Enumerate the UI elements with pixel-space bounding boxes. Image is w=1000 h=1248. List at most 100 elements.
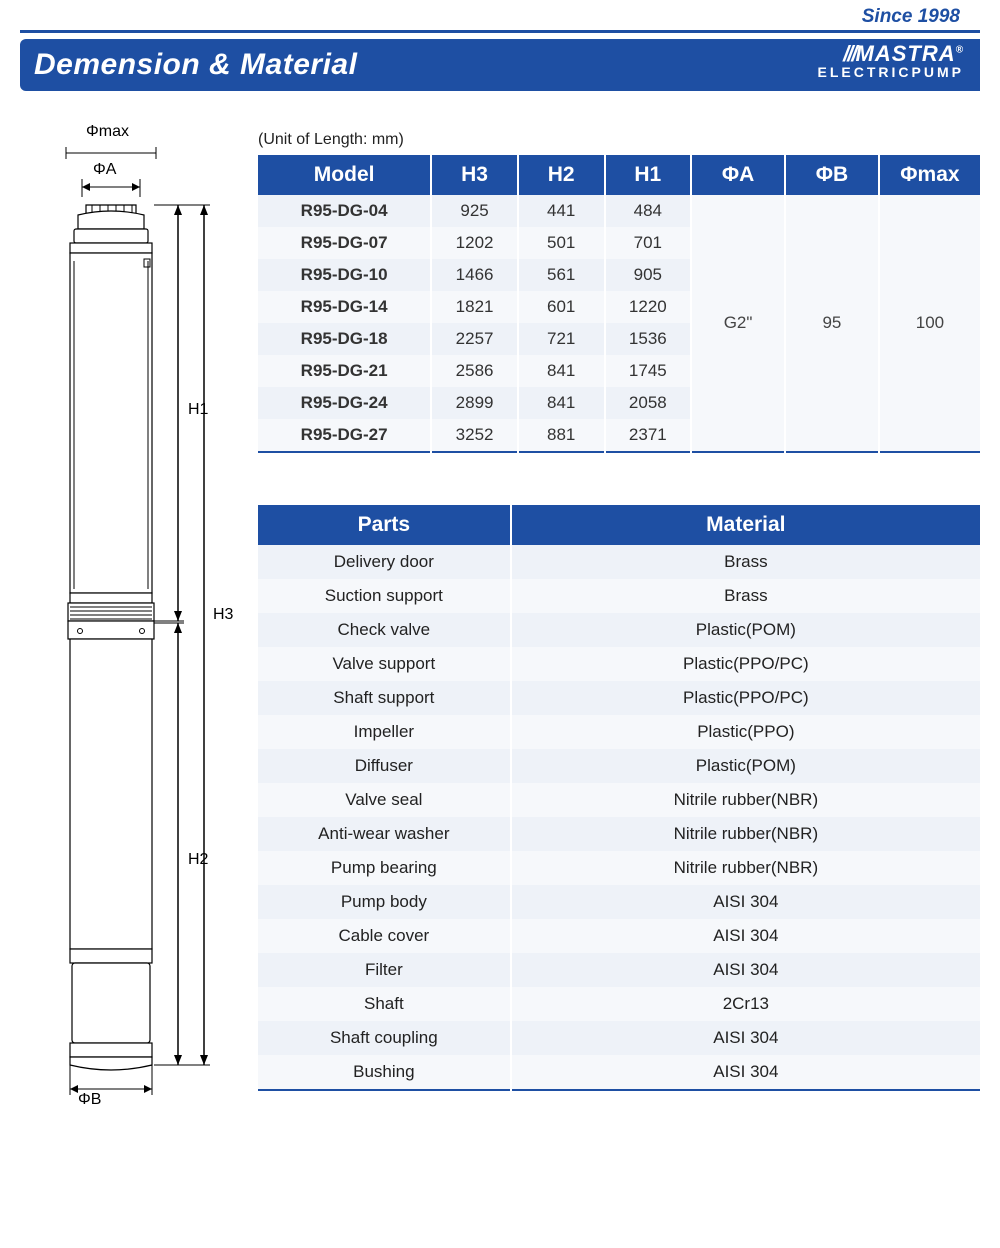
spec-col-header: H1 xyxy=(605,155,692,195)
table-row: Check valvePlastic(POM) xyxy=(258,613,980,647)
diagram-label-phiB: ΦB xyxy=(78,1091,101,1109)
table-row: FilterAISI 304 xyxy=(258,953,980,987)
mat-cell: Plastic(POM) xyxy=(511,749,980,783)
mat-cell: 2Cr13 xyxy=(511,987,980,1021)
material-table: PartsMaterial Delivery doorBrassSuction … xyxy=(258,505,980,1091)
mat-cell: Pump body xyxy=(258,885,511,919)
diagram-label-H2: H2 xyxy=(188,851,208,869)
mat-cell: Anti-wear washer xyxy=(258,817,511,851)
spec-col-header: Model xyxy=(258,155,431,195)
spec-cell: R95-DG-24 xyxy=(258,387,431,419)
spec-cell: R95-DG-04 xyxy=(258,195,431,227)
spec-cell: 1466 xyxy=(431,259,518,291)
mat-cell: Nitrile rubber(NBR) xyxy=(511,817,980,851)
mat-cell: Suction support xyxy=(258,579,511,613)
spec-cell: R95-DG-14 xyxy=(258,291,431,323)
spec-cell: 2586 xyxy=(431,355,518,387)
mat-cell: AISI 304 xyxy=(511,1055,980,1090)
brand-sub: ELECTRICPUMP xyxy=(818,65,964,79)
spec-merged-phimax: 100 xyxy=(879,195,980,452)
spec-merged-phiA: G2" xyxy=(691,195,785,452)
brand-name: MASTRA xyxy=(856,41,956,66)
spec-cell: 2899 xyxy=(431,387,518,419)
spec-cell: R95-DG-10 xyxy=(258,259,431,291)
page-title: Demension & Material xyxy=(34,48,357,82)
mat-cell: Filter xyxy=(258,953,511,987)
table-row: Valve supportPlastic(PPO/PC) xyxy=(258,647,980,681)
spec-cell: R95-DG-21 xyxy=(258,355,431,387)
table-row: DiffuserPlastic(POM) xyxy=(258,749,980,783)
mat-cell: Nitrile rubber(NBR) xyxy=(511,783,980,817)
spec-col-header: ΦB xyxy=(785,155,879,195)
table-row: R95-DG-04925441484G2"95100 xyxy=(258,195,980,227)
spec-table: ModelH3H2H1ΦAΦBΦmax R95-DG-04925441484G2… xyxy=(258,155,980,453)
header-rule xyxy=(20,30,980,33)
spec-cell: 721 xyxy=(518,323,605,355)
mat-cell: Pump bearing xyxy=(258,851,511,885)
mat-cell: AISI 304 xyxy=(511,919,980,953)
spec-cell: 484 xyxy=(605,195,692,227)
mat-cell: Cable cover xyxy=(258,919,511,953)
spec-col-header: Φmax xyxy=(879,155,980,195)
mat-cell: Plastic(PPO) xyxy=(511,715,980,749)
spec-cell: 1536 xyxy=(605,323,692,355)
title-bar: Demension & Material ///MASTRA® ELECTRIC… xyxy=(20,39,980,91)
table-row: BushingAISI 304 xyxy=(258,1055,980,1090)
mat-cell: AISI 304 xyxy=(511,885,980,919)
brand-logo: ///MASTRA® ELECTRICPUMP xyxy=(818,43,964,79)
mat-col-header: Parts xyxy=(258,505,511,545)
spec-cell: 1220 xyxy=(605,291,692,323)
mat-cell: Valve seal xyxy=(258,783,511,817)
table-row: Anti-wear washerNitrile rubber(NBR) xyxy=(258,817,980,851)
spec-cell: 841 xyxy=(518,355,605,387)
spec-col-header: H3 xyxy=(431,155,518,195)
mat-cell: Check valve xyxy=(258,613,511,647)
mat-cell: Brass xyxy=(511,545,980,579)
table-row: Pump bearingNitrile rubber(NBR) xyxy=(258,851,980,885)
spec-cell: R95-DG-18 xyxy=(258,323,431,355)
mat-cell: Nitrile rubber(NBR) xyxy=(511,851,980,885)
mat-cell: Plastic(PPO/PC) xyxy=(511,647,980,681)
mat-cell: Delivery door xyxy=(258,545,511,579)
mat-cell: AISI 304 xyxy=(511,953,980,987)
spec-cell: 3252 xyxy=(431,419,518,452)
mat-cell: Bushing xyxy=(258,1055,511,1090)
spec-cell: 501 xyxy=(518,227,605,259)
spec-col-header: H2 xyxy=(518,155,605,195)
spec-cell: 925 xyxy=(431,195,518,227)
mat-cell: Plastic(POM) xyxy=(511,613,980,647)
spec-merged-phiB: 95 xyxy=(785,195,879,452)
spec-cell: 905 xyxy=(605,259,692,291)
table-row: Valve sealNitrile rubber(NBR) xyxy=(258,783,980,817)
diagram-label-phimax: Φmax xyxy=(86,123,129,141)
pump-diagram: Φmax ΦA H1 H3 H2 ΦB xyxy=(48,131,218,1131)
mat-cell: Shaft xyxy=(258,987,511,1021)
spec-cell: 701 xyxy=(605,227,692,259)
diagram-label-H1: H1 xyxy=(188,401,208,419)
spec-cell: 2371 xyxy=(605,419,692,452)
unit-note: (Unit of Length: mm) xyxy=(258,131,980,149)
table-row: Pump bodyAISI 304 xyxy=(258,885,980,919)
table-row: Shaft supportPlastic(PPO/PC) xyxy=(258,681,980,715)
mat-cell: Brass xyxy=(511,579,980,613)
spec-cell: R95-DG-27 xyxy=(258,419,431,452)
spec-col-header: ΦA xyxy=(691,155,785,195)
mat-cell: Diffuser xyxy=(258,749,511,783)
mat-cell: Shaft support xyxy=(258,681,511,715)
mat-cell: AISI 304 xyxy=(511,1021,980,1055)
table-row: Suction supportBrass xyxy=(258,579,980,613)
table-row: Cable coverAISI 304 xyxy=(258,919,980,953)
spec-cell: 1202 xyxy=(431,227,518,259)
spec-cell: 1821 xyxy=(431,291,518,323)
table-row: Delivery doorBrass xyxy=(258,545,980,579)
mat-cell: Plastic(PPO/PC) xyxy=(511,681,980,715)
table-row: Shaft couplingAISI 304 xyxy=(258,1021,980,1055)
spec-cell: 2058 xyxy=(605,387,692,419)
spec-cell: 561 xyxy=(518,259,605,291)
spec-cell: 1745 xyxy=(605,355,692,387)
mat-col-header: Material xyxy=(511,505,980,545)
spec-cell: 601 xyxy=(518,291,605,323)
spec-cell: 441 xyxy=(518,195,605,227)
diagram-label-H3: H3 xyxy=(213,606,233,624)
spec-cell: 881 xyxy=(518,419,605,452)
